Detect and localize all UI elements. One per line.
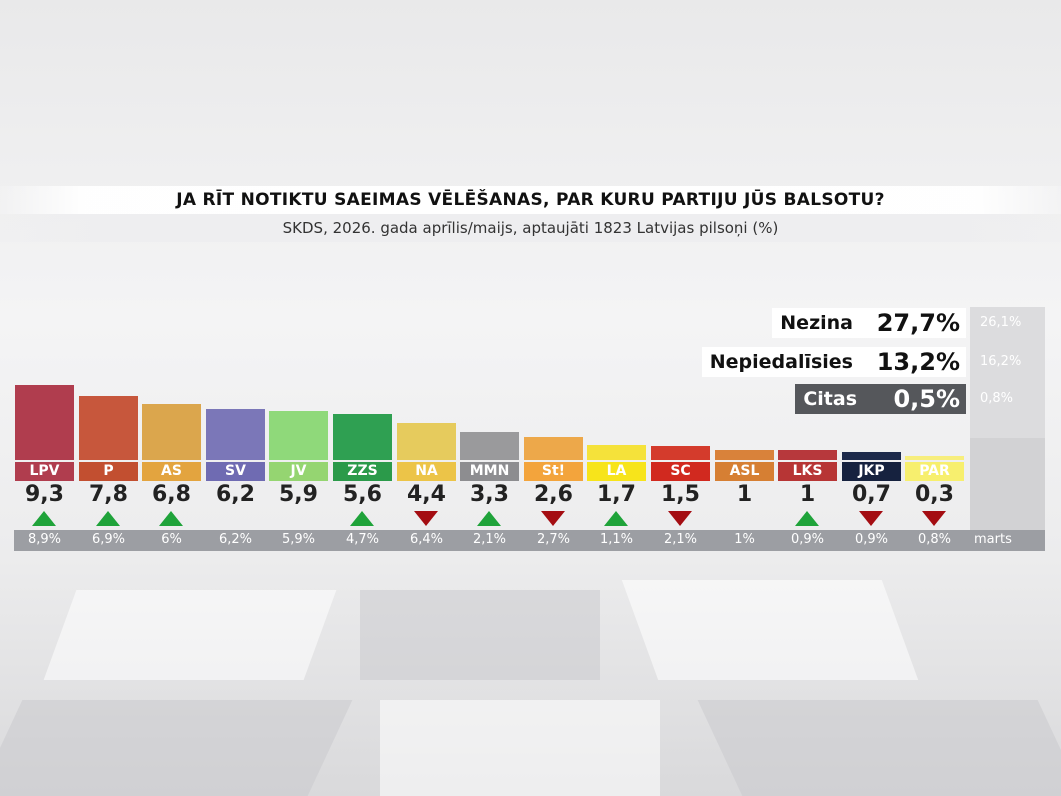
trend-up-icon — [32, 511, 56, 526]
party-label: MMN — [460, 462, 519, 481]
value-label: 5,6 — [343, 482, 382, 507]
others-value: 13,2% — [861, 347, 966, 377]
trend-up-icon — [96, 511, 120, 526]
party-label: SV — [206, 462, 265, 481]
previous-value: 1% — [734, 532, 755, 547]
others-previous: 0,8% — [980, 391, 1014, 406]
previous-value: 2,7% — [536, 532, 571, 547]
others-value: 0,5% — [861, 384, 966, 414]
trend-down-icon — [859, 511, 883, 526]
bar-mmn — [460, 432, 519, 460]
chart-subtitle: SKDS, 2026. gada aprīlis/maijs, aptaujāt… — [0, 214, 1061, 242]
others-previous: 16,2% — [980, 354, 1022, 369]
others-name: Nepiedalīsies — [701, 347, 861, 377]
party-label: LPV — [15, 462, 74, 481]
others-column-lower — [970, 438, 1045, 530]
bar-as — [142, 404, 201, 460]
previous-value: 2,1% — [663, 532, 698, 547]
bar-jkp — [842, 452, 901, 460]
party-label: NA — [397, 462, 456, 481]
value-label: 0,3 — [915, 482, 954, 507]
party-label: SC — [651, 462, 710, 481]
bar-sc — [651, 446, 710, 460]
trend-up-icon — [604, 511, 628, 526]
others-name: Nezina — [772, 308, 861, 338]
party-label: ZZS — [333, 462, 392, 481]
previous-value: 0,8% — [917, 532, 952, 547]
others-row: Nepiedalīsies 13,2% — [600, 347, 966, 377]
trend-down-icon — [414, 511, 438, 526]
party-label: LA — [587, 462, 646, 481]
previous-value: 1,1% — [599, 532, 634, 547]
previous-value: 6,4% — [409, 532, 444, 547]
previous-value: 5,9% — [281, 532, 316, 547]
previous-value: 0,9% — [790, 532, 825, 547]
value-label: 2,6 — [534, 482, 573, 507]
others-value: 27,7% — [861, 308, 966, 338]
value-label: 5,9 — [279, 482, 318, 507]
trend-up-icon — [477, 511, 501, 526]
party-label: P — [79, 462, 138, 481]
bar-la — [587, 445, 646, 460]
value-label: 6,8 — [152, 482, 191, 507]
value-label: 1 — [799, 482, 816, 507]
previous-period-label: marts — [974, 532, 1012, 547]
bar-sv — [206, 409, 265, 460]
value-label: 1 — [736, 482, 753, 507]
value-label: 3,3 — [470, 482, 509, 507]
value-label: 9,3 — [25, 482, 64, 507]
value-label: 1,7 — [597, 482, 636, 507]
party-label: JV — [269, 462, 328, 481]
others-name: Citas — [795, 384, 865, 414]
trend-down-icon — [668, 511, 692, 526]
bar-p — [79, 396, 138, 460]
previous-value: 4,7% — [345, 532, 380, 547]
previous-value: 6% — [161, 532, 182, 547]
background-floor — [0, 560, 1061, 796]
party-label: AS — [142, 462, 201, 481]
others-row: Nezina 27,7% — [600, 308, 966, 338]
value-label: 7,8 — [89, 482, 128, 507]
previous-strip — [14, 530, 1045, 551]
previous-value: 0,9% — [854, 532, 889, 547]
previous-value: 8,9% — [27, 532, 62, 547]
bar-lpv — [15, 385, 74, 460]
bar-par — [905, 456, 964, 460]
bar-asl — [715, 450, 774, 460]
bar-lks — [778, 450, 837, 460]
previous-value: 2,1% — [472, 532, 507, 547]
trend-up-icon — [350, 511, 374, 526]
party-label: PAR — [905, 462, 964, 481]
trend-down-icon — [922, 511, 946, 526]
chart-title: JA RĪT NOTIKTU SAEIMAS VĒLĒŠANAS, PAR KU… — [0, 186, 1061, 214]
party-label: JKP — [842, 462, 901, 481]
value-label: 0,7 — [852, 482, 891, 507]
value-label: 4,4 — [407, 482, 446, 507]
others-row: Citas 0,5% — [600, 384, 966, 414]
others-previous: 26,1% — [980, 315, 1022, 330]
trend-up-icon — [159, 511, 183, 526]
bar-st — [524, 437, 583, 460]
bar-zzs — [333, 414, 392, 460]
previous-value: 6,9% — [91, 532, 126, 547]
trend-up-icon — [795, 511, 819, 526]
party-label: ASL — [715, 462, 774, 481]
trend-down-icon — [541, 511, 565, 526]
party-label: St! — [524, 462, 583, 481]
bar-na — [397, 423, 456, 460]
previous-value: 6,2% — [218, 532, 253, 547]
value-label: 6,2 — [216, 482, 255, 507]
party-label: LKS — [778, 462, 837, 481]
value-label: 1,5 — [661, 482, 700, 507]
bar-jv — [269, 411, 328, 460]
